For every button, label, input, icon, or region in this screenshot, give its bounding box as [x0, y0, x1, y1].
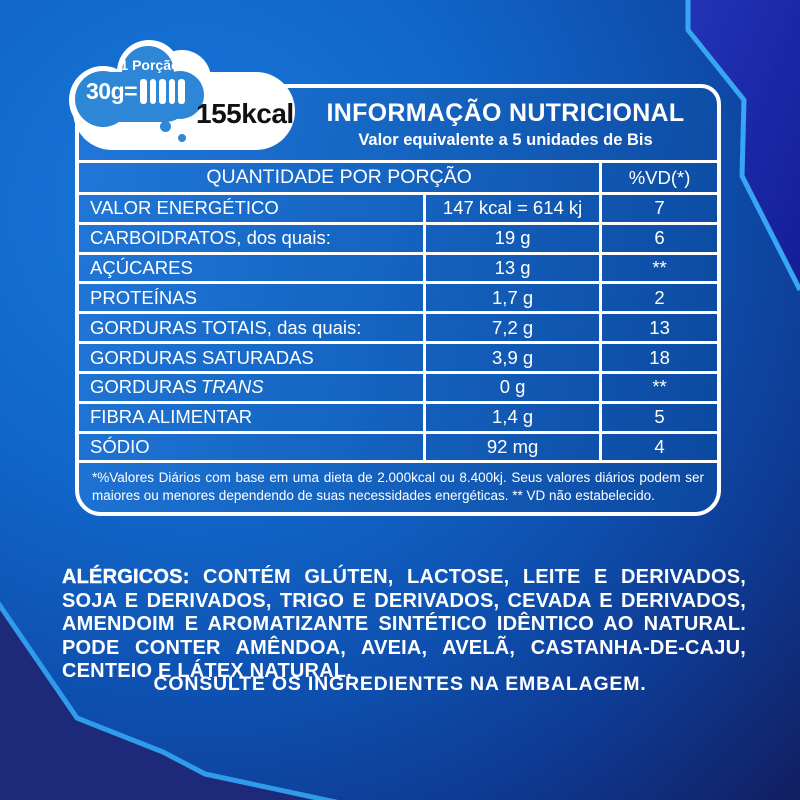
kcal-value: 155kcal — [196, 98, 294, 129]
nutrient-amount: 19 g — [426, 224, 603, 252]
table-row: SÓDIO 92 mg 4 — [79, 430, 717, 461]
table-row: GORDURAS TRANS 0 g ** — [79, 370, 717, 401]
portion-unit-bar — [140, 79, 147, 104]
page-subtitle: Valor equivalente a 5 unidades de Bis — [358, 130, 653, 149]
nutrient-amount: 0 g — [426, 373, 603, 401]
nutrient-name: VALOR ENERGÉTICO — [79, 195, 427, 222]
nutrient-name: FIBRA ALIMENTAR — [79, 403, 427, 431]
table-row: CARBOIDRATOS, dos quais: 19 g 6 — [79, 221, 717, 252]
nutrient-daily-value: 4 — [654, 436, 665, 458]
nutrient-name: AÇÚCARES — [79, 254, 427, 282]
nutrient-daily-value: 7 — [654, 197, 665, 219]
daily-values-footnote: *%Valores Diários com base em uma dieta … — [79, 460, 717, 512]
nutrient-name: SÓDIO — [79, 433, 427, 461]
nutrient-amount: 3,9 g — [426, 344, 603, 371]
cloud-dot — [178, 134, 186, 142]
portion-units-bars — [140, 79, 188, 104]
nutrition-table-frame: INFORMAÇÃO NUTRICIONAL Valor equivalente… — [75, 84, 721, 516]
column-header-vd: %VD(*) — [628, 166, 691, 188]
nutrient-daily-value: ** — [652, 376, 667, 398]
nutrient-name: GORDURAS TRANS — [79, 373, 427, 401]
table-row: GORDURAS TOTAIS, das quais: 7,2 g 13 — [79, 311, 717, 342]
ingredients-footer-note: CONSULTE OS INGREDIENTES NA EMBALAGEM. — [153, 673, 647, 695]
portion-unit-bar — [168, 79, 176, 104]
nutrient-daily-value: 6 — [654, 227, 665, 249]
table-row: PROTEÍNAS 1,7 g 2 — [79, 281, 717, 312]
portion-weight-row: 30g= — [86, 78, 188, 105]
table-header-row: QUANTIDADE POR PORÇÃO %VD(*) — [79, 163, 717, 192]
table-row: VALOR ENERGÉTICO 147 kcal = 614 kj 7 — [79, 192, 717, 222]
portion-count-label: 1 Porção — [120, 57, 180, 73]
table-row: AÇÚCARES 13 g ** — [79, 251, 717, 282]
nutrition-table-body: VALOR ENERGÉTICO 147 kcal = 614 kj 7 CARBOI… — [79, 192, 717, 461]
nutrient-daily-value: 13 — [649, 316, 670, 338]
allergens-paragraph: ALÉRGICOS: CONTÉM GLÚTEN, LACTOSE, LEITE… — [62, 566, 746, 684]
top-right-accent-line — [685, 0, 800, 292]
nutrient-name: GORDURAS SATURADAS — [79, 344, 427, 371]
nutrition-title-area: INFORMAÇÃO NUTRICIONAL Valor equivalente… — [79, 88, 717, 160]
table-row: GORDURAS SATURADAS 3,9 g 18 — [79, 341, 717, 371]
nutrient-name: GORDURAS TOTAIS, das quais: — [79, 314, 427, 342]
portion-unit-bar — [178, 79, 185, 104]
page-title: INFORMAÇÃO NUTRICIONAL — [326, 98, 685, 127]
nutrient-daily-value: 18 — [649, 346, 670, 368]
allergens-text: CONTÉM GLÚTEN, LACTOSE, LEITE E DERIVADO… — [62, 566, 746, 683]
nutrient-daily-value: 5 — [654, 406, 665, 428]
nutrient-daily-value: 2 — [654, 286, 665, 308]
table-row: FIBRA ALIMENTAR 1,4 g 5 — [79, 400, 717, 431]
column-header-quantity: QUANTIDADE POR PORÇÃO — [79, 163, 603, 192]
allergens-label: ALÉRGICOS: — [62, 566, 190, 588]
nutrient-amount: 7,2 g — [426, 314, 603, 342]
nutrient-amount: 13 g — [426, 254, 603, 282]
bottom-left-facet-shape — [0, 605, 327, 800]
nutrient-amount: 92 mg — [426, 433, 603, 461]
nutrient-daily-value: ** — [652, 257, 667, 279]
nutrient-amount: 147 kcal = 614 kj — [426, 195, 603, 222]
nutrient-name: PROTEÍNAS — [79, 284, 427, 312]
portion-weight-label: 30g= — [86, 78, 138, 104]
nutrient-amount: 1,4 g — [426, 403, 603, 431]
bottom-left-accent-line — [0, 601, 339, 800]
nutrient-amount: 1,7 g — [426, 284, 603, 312]
portion-unit-bar — [149, 79, 157, 104]
nutrient-name: CARBOIDRATOS, dos quais: — [79, 224, 427, 252]
nutrition-table: QUANTIDADE POR PORÇÃO %VD(*) VALOR ENERG… — [79, 160, 717, 512]
cloud-dot — [160, 121, 171, 132]
portion-unit-bar — [159, 79, 166, 104]
